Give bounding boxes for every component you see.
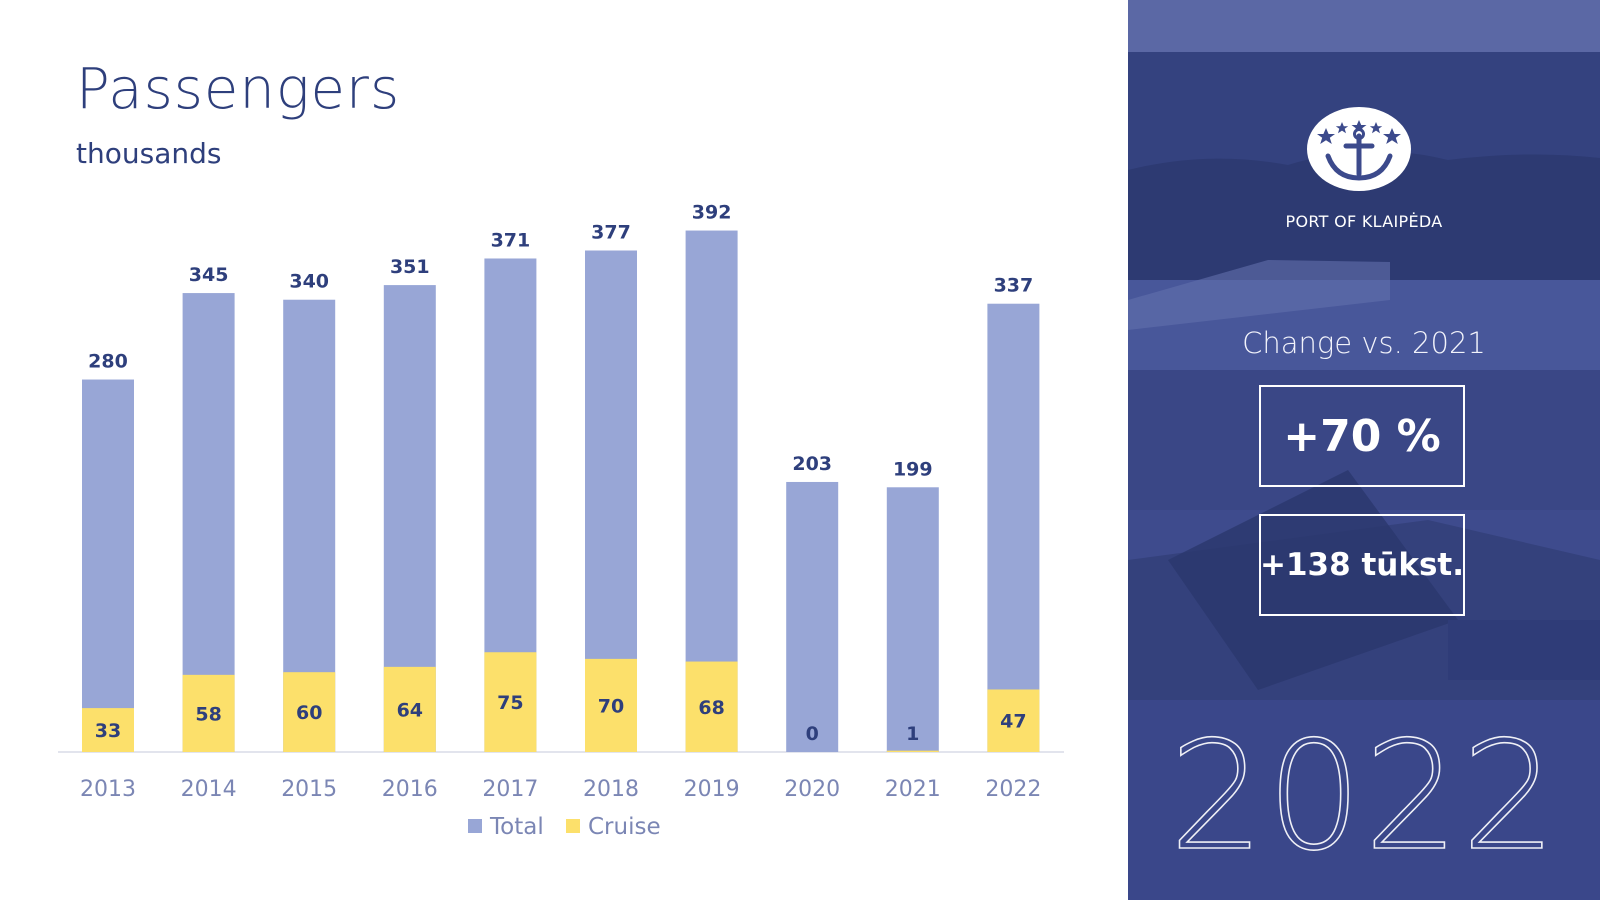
x-tick-2013: 2013: [80, 777, 136, 802]
page-subtitle: thousands: [76, 137, 222, 170]
label-cruise-2019: 68: [698, 697, 724, 719]
legend-swatch-cruise: [566, 819, 580, 833]
kpi-absolute-change: +138 tūkst.: [1259, 514, 1465, 616]
label-cruise-2022: 47: [1000, 711, 1026, 733]
x-tick-2015: 2015: [281, 777, 337, 802]
port-photo-background: [1128, 0, 1600, 900]
label-cruise-2017: 75: [497, 692, 523, 714]
chart-panel: Passengers thousands 280 33 2013 345 58 2014 3…: [58, 57, 1064, 840]
legend-label-total: Total: [489, 814, 544, 840]
label-total-2021: 199: [893, 458, 933, 480]
label-total-2013: 280: [88, 351, 128, 373]
legend-swatch-total: [468, 819, 482, 833]
kpi-percent-change: +70 %: [1259, 385, 1465, 487]
label-cruise-2015: 60: [296, 702, 322, 724]
bar-total-2022: [987, 303, 1040, 752]
bar-cruise-2019: [685, 661, 738, 752]
label-cruise-2020: 0: [806, 723, 819, 745]
x-tick-2020: 2020: [784, 777, 840, 802]
x-tick-2017: 2017: [482, 777, 538, 802]
label-total-2020: 203: [792, 453, 832, 475]
x-tick-2022: 2022: [985, 777, 1041, 802]
x-tick-2019: 2019: [684, 777, 740, 802]
bar-cruise-2016: [383, 666, 436, 752]
x-tick-2018: 2018: [583, 777, 639, 802]
x-tick-2014: 2014: [181, 777, 237, 802]
anchor-emblem-icon: [1306, 106, 1412, 192]
label-total-2016: 351: [390, 256, 430, 278]
passengers-chart: 280 33 2013 345 58 2014 340 60 2015 351 64 2016 371 7…: [58, 202, 1064, 840]
label-total-2019: 392: [692, 202, 732, 224]
label-total-2018: 377: [591, 222, 631, 244]
legend-label-cruise: Cruise: [588, 814, 661, 840]
bar-cruise-2021: [886, 750, 939, 752]
label-total-2015: 340: [289, 271, 329, 293]
bar-total-2020: [786, 481, 839, 752]
x-tick-2016: 2016: [382, 777, 438, 802]
bar-total-2013: [82, 379, 134, 752]
label-cruise-2018: 70: [598, 695, 624, 717]
year-watermark: 2022: [1168, 710, 1559, 884]
bar-cruise-2013: [82, 708, 134, 752]
label-cruise-2013: 33: [95, 720, 121, 742]
bar-cruise-2017: [484, 652, 537, 752]
change-label: Change vs. 2021: [1242, 326, 1486, 360]
bar-cruise-2015: [283, 672, 336, 752]
summary-panel: PORT OF KLAIPĖDA Change vs. 2021 +70 % +…: [1128, 0, 1600, 900]
label-total-2022: 337: [994, 275, 1034, 297]
label-cruise-2021: 1: [906, 723, 919, 745]
bar-cruise-2014: [182, 674, 235, 752]
label-total-2014: 345: [189, 264, 229, 286]
x-tick-2021: 2021: [885, 777, 941, 802]
bar-cruise-2018: [585, 658, 637, 752]
port-name: PORT OF KLAIPĖDA: [1285, 212, 1443, 231]
label-cruise-2014: 58: [195, 703, 221, 725]
bar-total-2021: [886, 487, 939, 752]
page-title: Passengers: [76, 57, 401, 122]
label-cruise-2016: 64: [397, 699, 423, 721]
label-total-2017: 371: [491, 229, 531, 251]
bar-cruise-2022: [987, 689, 1040, 752]
